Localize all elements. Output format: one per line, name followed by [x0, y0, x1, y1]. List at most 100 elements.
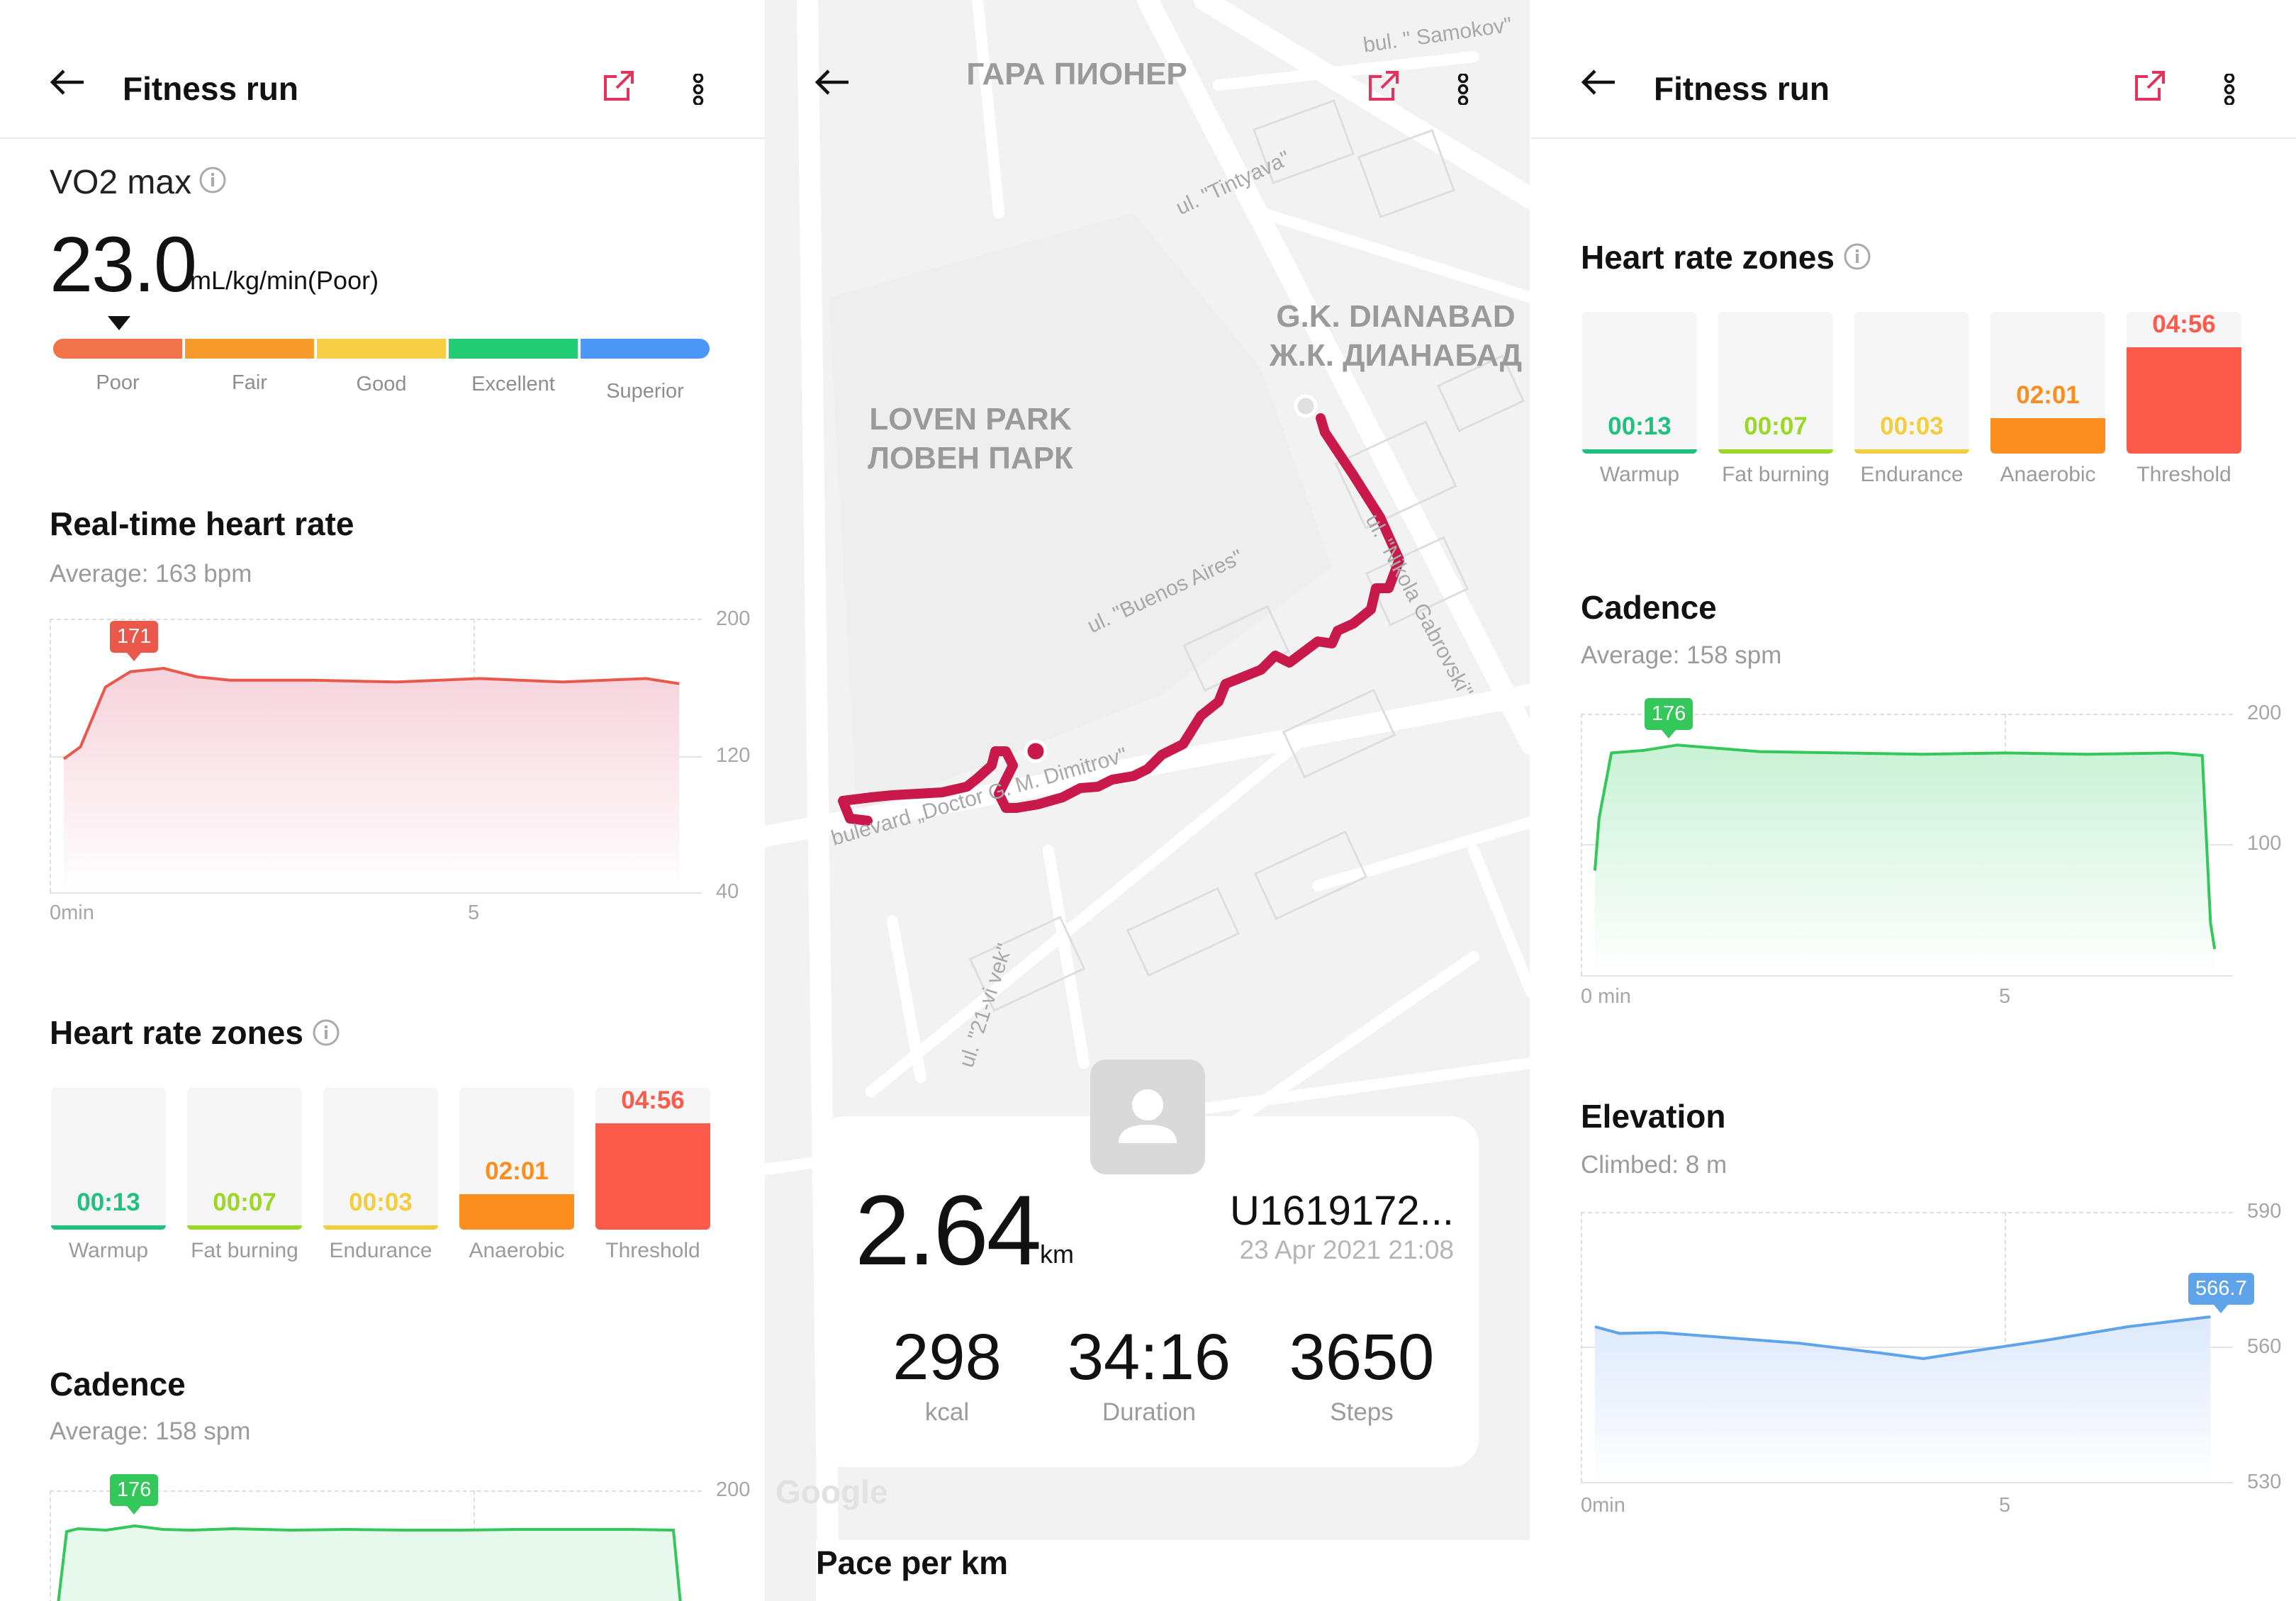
zone-time: 00:13 [1608, 412, 1671, 440]
vo2-segment-fair [185, 339, 314, 359]
back-button[interactable] [1581, 68, 1616, 100]
share-button[interactable] [603, 69, 635, 106]
zone-bar [1854, 312, 1969, 454]
zone-fill [1582, 449, 1697, 454]
top-app-bar: Fitness run [1531, 0, 2296, 139]
zone-time: 00:03 [349, 1189, 413, 1216]
pace-title: Pace per km [816, 1544, 1009, 1581]
zone-label: Anaerobic [2000, 463, 2096, 486]
y-tick-label: 200 [716, 607, 751, 630]
avatar[interactable] [1090, 1060, 1205, 1174]
zone-fill [459, 1194, 574, 1230]
y-tick-label: 590 [2247, 1200, 2282, 1223]
series-area [1595, 1317, 2211, 1482]
top-app-bar: Fitness run [0, 0, 765, 139]
workout-datetime: 23 Apr 2021 21:08 [1239, 1235, 1454, 1264]
share-icon [1369, 71, 1399, 101]
zone-label: Endurance [1860, 463, 1964, 486]
duration-label: Duration [1102, 1398, 1197, 1426]
x-tick-label: 0min [50, 901, 94, 924]
back-button[interactable] [814, 68, 850, 100]
back-arrow-icon [1581, 69, 1615, 95]
zone-time: 00:03 [1880, 412, 1944, 440]
zone-fill [51, 1225, 166, 1230]
bottom-sheet-strip [816, 1540, 1530, 1601]
vo2-unit: mL/kg/min(Poor) [190, 266, 379, 295]
elevation-title: Elevation [1581, 1098, 1726, 1135]
map-watermark: Google [775, 1473, 888, 1510]
route-start-marker [1024, 739, 1048, 763]
series-area [64, 668, 680, 892]
zone-fill [1718, 449, 1833, 454]
zone-fill [323, 1225, 438, 1230]
cadence-peak-badge: 176 [1645, 698, 1693, 738]
zone-label: Warmup [1599, 463, 1680, 486]
heart-rate-title: Real-time heart rate [50, 505, 354, 542]
share-icon [604, 71, 634, 101]
more-options-button[interactable] [1456, 72, 1470, 108]
map-park-label: ЛОВЕН ПАРК [868, 441, 1073, 476]
page-title: Fitness run [1654, 70, 1830, 107]
vo2-value: 23.0 [50, 221, 197, 308]
vo2-segment-superior [581, 339, 710, 359]
zone-bar [459, 1088, 574, 1230]
x-tick-label: 0min [1581, 1494, 1625, 1517]
page-title: Fitness run [123, 70, 298, 107]
zone-bar [51, 1088, 166, 1230]
zone-fill [1854, 449, 1969, 454]
back-arrow-icon [814, 69, 849, 95]
elevation-peak-badge: 566.7 [2188, 1273, 2254, 1313]
cadence-average: Average: 158 spm [1581, 641, 1782, 669]
cadence-plot [1594, 743, 2217, 975]
more-options-button[interactable] [691, 72, 705, 108]
calories-value: 298 [892, 1321, 1002, 1393]
zone-bar [1718, 312, 1833, 454]
map-district-label: G.K. DIANABAD [1276, 299, 1516, 334]
workout-detail-panel-right: 0min 5 Fitness run Heart rate zones 00:1… [1531, 0, 2296, 1601]
zone-fill [2127, 347, 2241, 454]
zone-label: Endurance [329, 1239, 432, 1262]
distance-unit: km [1040, 1240, 1074, 1269]
zone-bar [187, 1088, 302, 1230]
heart-rate-average: Average: 163 bpm [50, 560, 252, 588]
elevation-plot [1594, 1315, 2211, 1482]
vo2-segment-excellent [449, 339, 578, 359]
back-button[interactable] [50, 68, 85, 100]
info-icon[interactable] [198, 166, 227, 198]
zone-bar [595, 1088, 710, 1230]
vo2-segment-poor [53, 339, 182, 359]
info-icon[interactable] [312, 1018, 340, 1050]
steps-value: 3650 [1289, 1321, 1435, 1393]
share-icon [2135, 71, 2165, 101]
y-tick-label: 120 [716, 744, 751, 767]
zone-time: 04:56 [621, 1086, 685, 1114]
zone-label: Anaerobic [469, 1239, 565, 1262]
workout-summary-card: 2.64 km U1619172... 23 Apr 2021 21:08 29… [816, 1116, 1479, 1467]
map-park-label: LOVEN PARK [869, 402, 1072, 437]
info-icon[interactable] [1843, 242, 1871, 274]
more-options-button[interactable] [2222, 72, 2236, 108]
zone-time: 02:01 [485, 1157, 549, 1185]
zone-label: Threshold [2137, 463, 2231, 486]
calories-label: kcal [924, 1398, 970, 1426]
zones-title: Heart rate zones [1581, 239, 1835, 276]
map-district-label: Ж.К. ДИАНАБАД [1269, 338, 1523, 373]
share-button[interactable] [2134, 69, 2166, 106]
zone-fill [187, 1225, 302, 1230]
zones-title: Heart rate zones [50, 1014, 303, 1051]
share-button[interactable] [1367, 69, 1400, 106]
zone-label: Threshold [605, 1239, 700, 1262]
y-tick-label: 200 [716, 1478, 751, 1501]
zone-time: 04:56 [2152, 310, 2216, 338]
zone-time: 00:07 [1744, 412, 1808, 440]
duration-value: 34:16 [1067, 1321, 1231, 1393]
vo2-pointer-icon [108, 316, 130, 330]
vo2-level-label: Poor [96, 371, 140, 394]
y-tick-label: 200 [2247, 702, 2282, 724]
user-name: U1619172... [1229, 1188, 1454, 1234]
y-tick-label: 560 [2247, 1335, 2282, 1358]
zone-bar [1990, 312, 2105, 454]
workout-detail-panel-left: Fitness run VO2 max 23.0 mL/kg/min(Poor)… [0, 0, 765, 1601]
route-path [838, 413, 1404, 826]
vo2-level-label: Excellent [471, 373, 555, 395]
